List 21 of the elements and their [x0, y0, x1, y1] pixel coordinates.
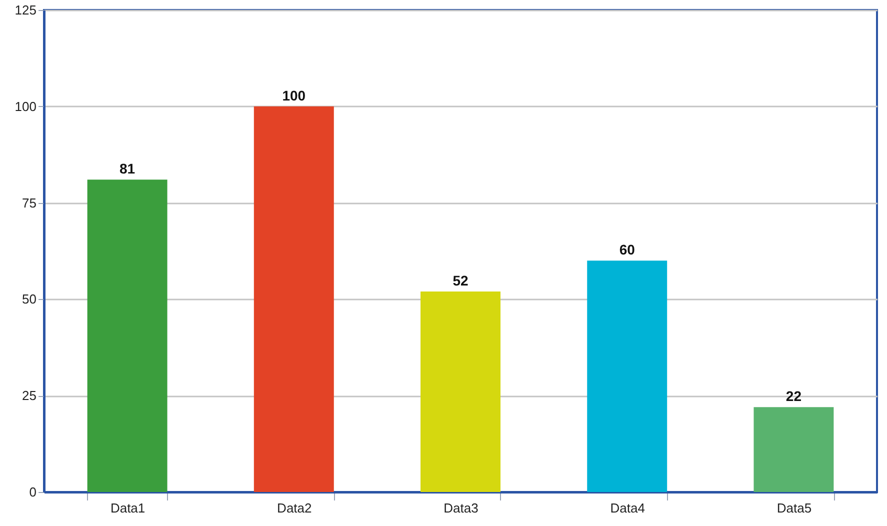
bar	[420, 291, 500, 492]
bar	[87, 180, 168, 492]
data-label: 22	[786, 388, 802, 404]
bar	[254, 106, 334, 492]
data-label: 100	[282, 87, 306, 104]
y-tick-label: 0	[29, 484, 36, 500]
x-tick-label: Data3	[444, 500, 478, 516]
bar	[587, 260, 668, 492]
x-tick-label: Data4	[610, 500, 645, 516]
x-tick-label: Data5	[776, 500, 812, 516]
x-tick-label: Data1	[110, 500, 146, 516]
data-label: 60	[619, 242, 636, 258]
bar	[754, 407, 834, 492]
y-tick-label: 75	[22, 195, 36, 210]
x-tick-label: Data2	[277, 500, 312, 516]
data-label: 81	[120, 160, 136, 177]
y-tick-label: 50	[22, 292, 36, 307]
data-label: 52	[452, 272, 468, 288]
y-tick-label: 125	[14, 2, 36, 18]
y-tick-label: 25	[22, 388, 36, 404]
y-tick-label: 100	[14, 98, 36, 114]
